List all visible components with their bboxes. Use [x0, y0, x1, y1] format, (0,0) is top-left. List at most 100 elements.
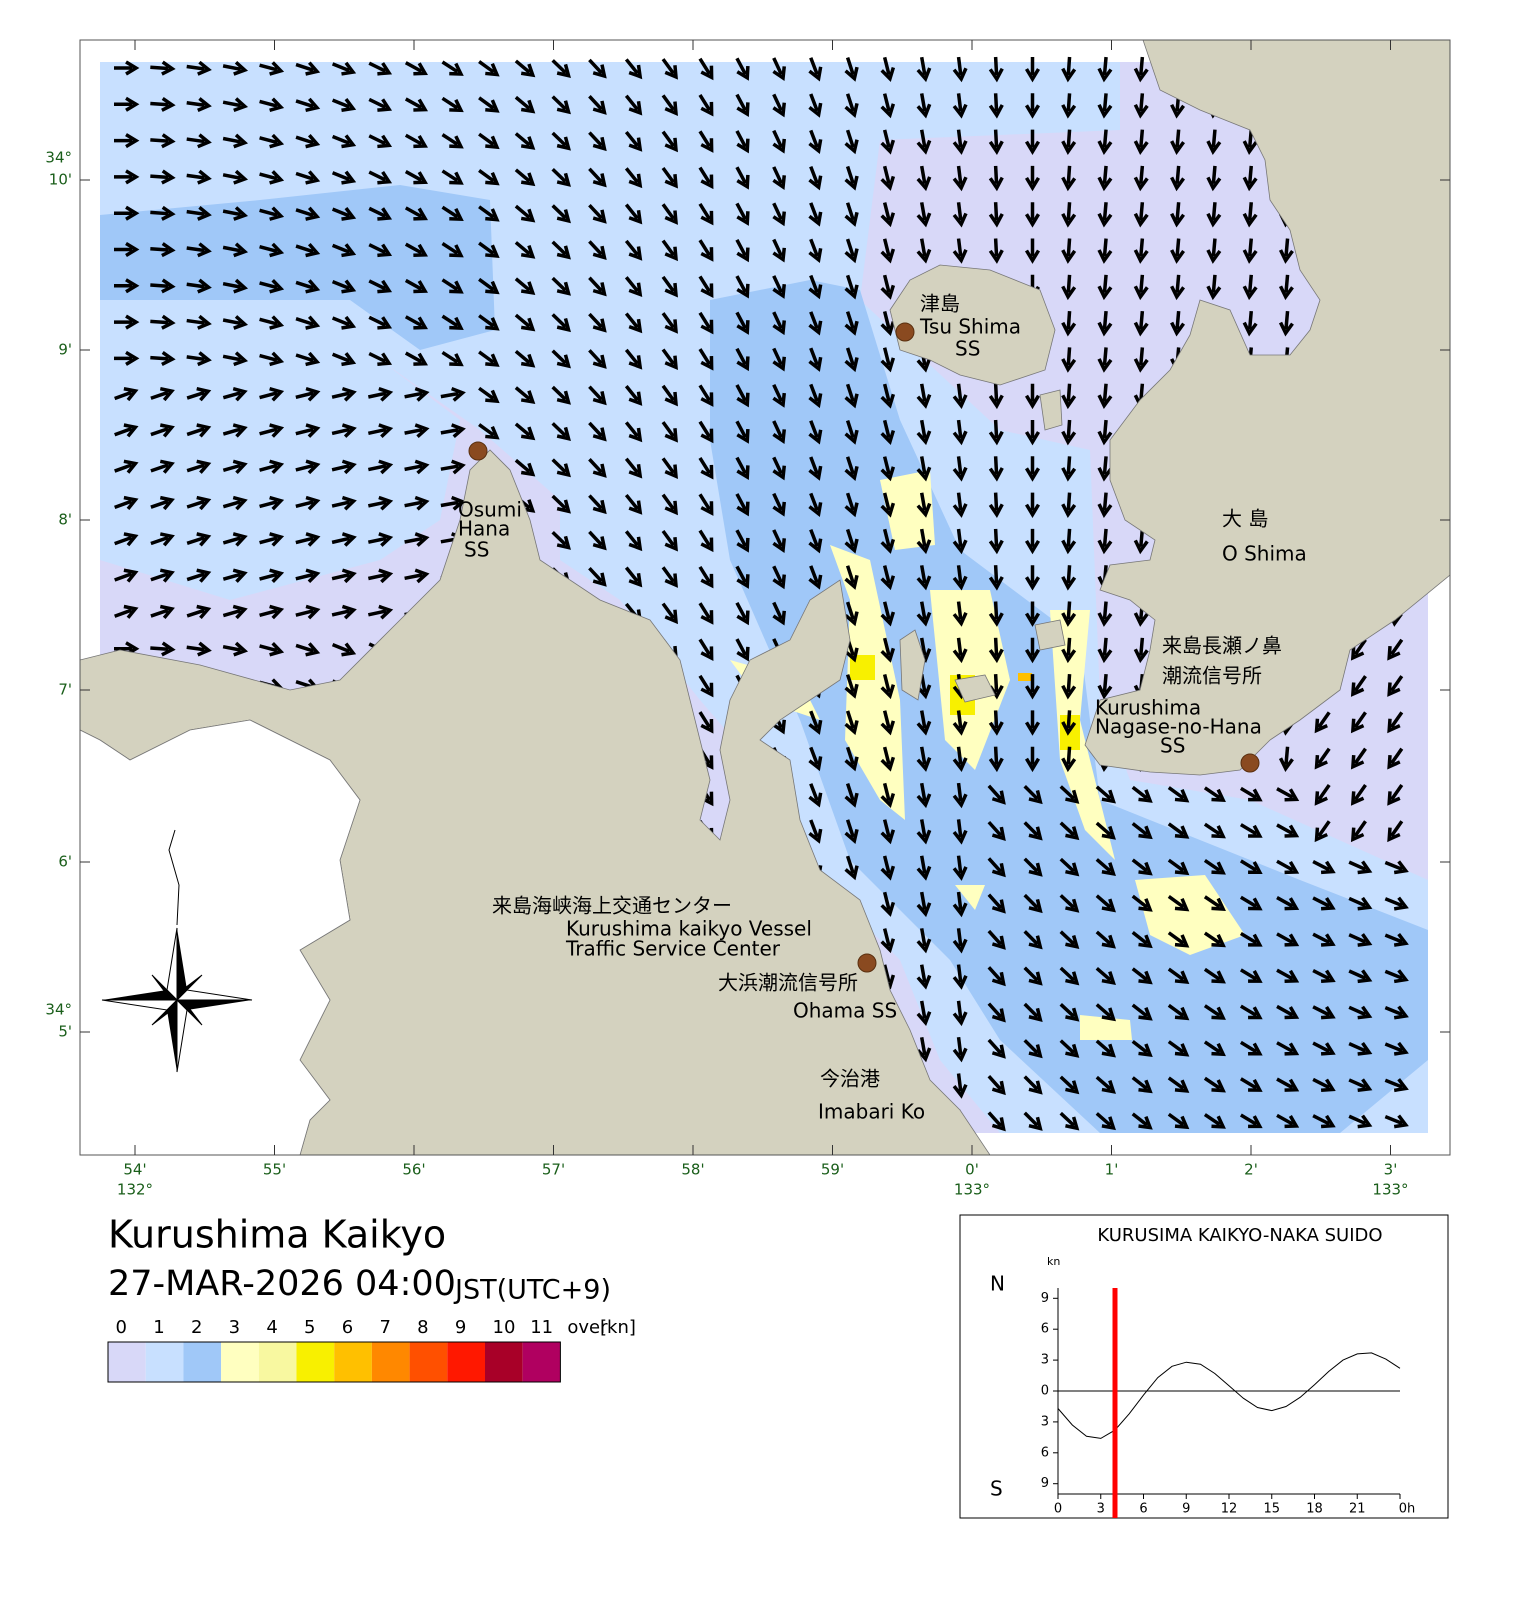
current-arrow [1167, 895, 1190, 912]
current-arrow [114, 350, 140, 366]
current-arrow [844, 419, 859, 445]
current-arrow [1133, 637, 1149, 664]
current-arrow [478, 386, 500, 404]
place-label: 今治港 [820, 1067, 880, 1091]
current-arrow [952, 383, 968, 409]
legend-bound: 4 [266, 1317, 277, 1338]
legend-swatch [296, 1342, 335, 1382]
current-arrow [844, 347, 859, 373]
current-arrow [551, 204, 571, 224]
legend-bound: 1 [153, 1317, 164, 1338]
current-arrow [1097, 202, 1113, 228]
current-arrow [222, 242, 249, 258]
current-arrow [331, 386, 357, 402]
current-arrow [624, 94, 643, 116]
current-arrow [150, 604, 175, 619]
current-arrow [880, 238, 896, 264]
legend-swatch [334, 1342, 372, 1382]
current-arrow [880, 383, 896, 409]
current-arrow [1278, 746, 1294, 773]
current-arrow [1061, 674, 1077, 700]
current-arrow [735, 529, 750, 553]
current-arrow [988, 456, 1004, 482]
current-arrow [404, 242, 428, 257]
current-arrow [1133, 528, 1149, 555]
lon-minute: 56' [402, 1161, 425, 1179]
current-arrow [259, 642, 285, 657]
current-arrow [1278, 238, 1294, 264]
current-arrow [588, 312, 607, 333]
current-arrow [114, 278, 140, 294]
place-label: Osumi [458, 498, 522, 522]
current-arrow [222, 568, 248, 583]
current-arrow [1024, 637, 1041, 664]
current-arrow [368, 97, 393, 112]
current-arrow [551, 385, 571, 405]
current-arrow [1133, 93, 1149, 119]
current-arrow [1206, 238, 1222, 264]
current-arrow [1023, 857, 1043, 877]
current-arrow [1167, 1112, 1190, 1130]
current-arrow [1097, 93, 1113, 119]
current-arrow [1061, 56, 1077, 83]
inset-title: KURUSIMA KAIKYO-NAKA SUIDO [1097, 1225, 1382, 1246]
current-arrow [588, 385, 607, 406]
legend-swatch [221, 1342, 259, 1382]
current-arrow [916, 855, 932, 881]
current-arrow [1276, 823, 1300, 838]
y-tick-label: 6 [1041, 1445, 1049, 1460]
current-arrow [698, 602, 714, 625]
current-arrow [367, 423, 394, 438]
current-arrow [1167, 858, 1190, 876]
current-arrow [808, 746, 823, 772]
current-arrow [1131, 1039, 1153, 1057]
current-arrow [987, 784, 1006, 805]
current-arrow [1206, 274, 1222, 301]
current-arrow [1024, 93, 1041, 119]
current-arrow [952, 819, 968, 845]
current-arrow [514, 132, 536, 150]
current-arrow [698, 348, 714, 371]
current-arrow [880, 347, 896, 373]
current-arrow [186, 314, 212, 330]
place-label: 大浜潮流信号所 [718, 971, 858, 995]
current-arrow [478, 169, 500, 186]
legend-swatch [108, 1342, 146, 1382]
current-arrow [624, 203, 643, 225]
legend-swatch [183, 1342, 222, 1382]
current-arrow [916, 782, 932, 809]
current-arrow [1312, 1077, 1336, 1092]
place-label: Ohama SS [793, 999, 897, 1023]
current-arrow [698, 420, 714, 444]
current-arrow [1314, 711, 1331, 734]
current-arrow [916, 56, 932, 83]
current-arrow [1095, 1112, 1116, 1131]
current-arrow [1203, 1004, 1226, 1020]
current-arrow [441, 314, 464, 330]
current-arrow [222, 532, 248, 547]
current-arrow [1131, 1003, 1153, 1021]
current-arrow [1061, 165, 1077, 192]
current-arrow [295, 532, 321, 547]
current-arrow [1384, 1005, 1409, 1020]
current-arrow [844, 855, 859, 881]
current-arrow [186, 423, 212, 438]
legend-swatch [371, 1342, 410, 1382]
current-arrow [588, 530, 607, 551]
current-arrow [1133, 310, 1149, 337]
current-arrow [1059, 894, 1080, 913]
lat-minute: 10' [49, 171, 72, 189]
current-arrow [404, 206, 428, 221]
current-arrow [1059, 785, 1080, 804]
current-arrow [588, 276, 607, 297]
current-arrow [1387, 711, 1404, 734]
current-arrow [1061, 419, 1077, 446]
current-arrow [150, 133, 176, 149]
current-arrow [1276, 1077, 1300, 1092]
current-arrow [441, 60, 464, 76]
current-arrow [735, 456, 750, 481]
current-arrow [1312, 968, 1336, 984]
current-arrow [1170, 129, 1186, 155]
current-arrow [808, 238, 823, 263]
current-arrow [988, 637, 1004, 664]
